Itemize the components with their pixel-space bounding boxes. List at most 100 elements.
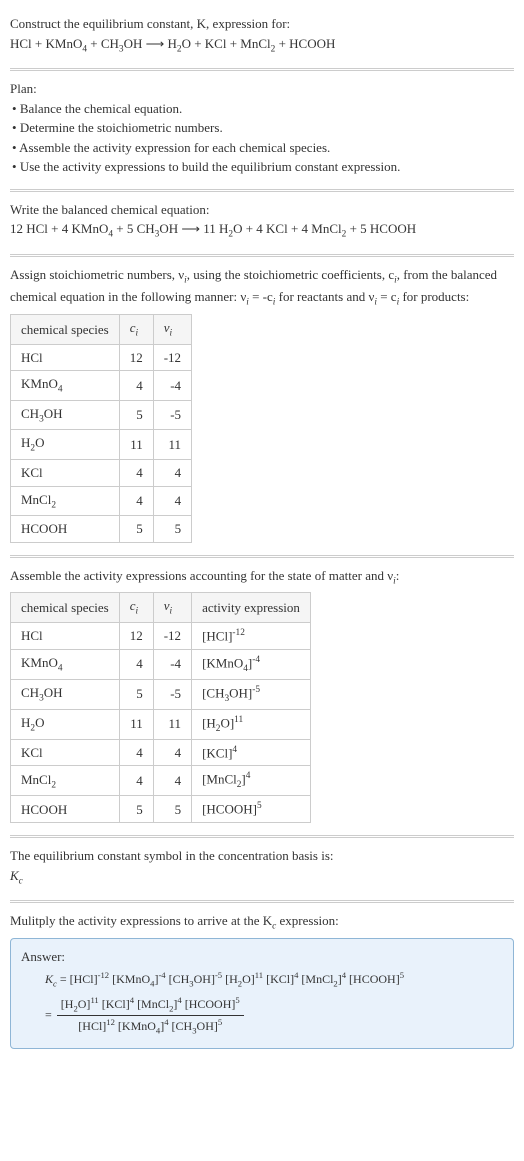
plan-section: Plan: Balance the chemical equation. Det… [10, 73, 514, 187]
vi-cell: -12 [153, 344, 191, 371]
table-header-row: chemical species ci νi activity expressi… [11, 593, 311, 623]
plan-title: Plan: [10, 79, 514, 99]
activity-table: chemical species ci νi activity expressi… [10, 592, 311, 823]
col-species: chemical species [11, 593, 120, 623]
multiply-section: Mulitply the activity expressions to arr… [10, 905, 514, 1059]
construct-line: Construct the equilibrium constant, K, e… [10, 14, 514, 34]
vi-cell: 4 [153, 460, 191, 487]
table-row: KMnO44-4[KMnO4]-4 [11, 649, 311, 679]
ci-cell: 12 [119, 344, 153, 371]
ci-cell: 4 [119, 486, 153, 516]
ci-cell: 4 [119, 766, 153, 796]
ci-cell: 4 [119, 649, 153, 679]
fraction-numerator: [H2O]11 [KCl]4 [MnCl2]4 [HCOOH]5 [57, 994, 244, 1015]
ci-cell: 5 [119, 400, 153, 430]
ci-cell: 12 [119, 622, 153, 649]
ci-cell: 4 [119, 371, 153, 401]
species-cell: HCOOH [11, 516, 120, 543]
species-cell: H2O [11, 709, 120, 739]
vi-cell: 4 [153, 739, 191, 766]
table-row: MnCl244[MnCl2]4 [11, 766, 311, 796]
table-row: H2O1111[H2O]11 [11, 709, 311, 739]
balanced-equation: 12 HCl + 4 KMnO4 + 5 CH3OH ⟶ 11 H2O + 4 … [10, 219, 514, 242]
table-row: CH3OH5-5 [11, 400, 192, 430]
vi-cell: 11 [153, 709, 191, 739]
species-cell: HCl [11, 344, 120, 371]
vi-cell: 5 [153, 796, 191, 823]
plan-item: Use the activity expressions to build th… [12, 157, 514, 177]
vi-cell: 11 [153, 430, 191, 460]
table-header-row: chemical species ci νi [11, 315, 192, 345]
assemble-text: Assemble the activity expressions accoun… [10, 566, 514, 589]
fraction: [H2O]11 [KCl]4 [MnCl2]4 [HCOOH]5 [HCl]12… [57, 994, 244, 1038]
fraction-denominator: [HCl]12 [KMnO4]4 [CH3OH]5 [57, 1015, 244, 1037]
species-cell: KMnO4 [11, 649, 120, 679]
header-equation: HCl + KMnO4 + CH3OH ⟶ H2O + KCl + MnCl2 … [10, 34, 514, 57]
species-cell: KCl [11, 739, 120, 766]
eqsymbol-text: The equilibrium constant symbol in the c… [10, 846, 514, 866]
col-ci: ci [119, 593, 153, 623]
divider [10, 835, 514, 838]
table-row: HCOOH55[HCOOH]5 [11, 796, 311, 823]
table-row: KMnO44-4 [11, 371, 192, 401]
answer-box: Answer: Kc = [HCl]-12 [KMnO4]-4 [CH3OH]-… [10, 938, 514, 1050]
balanced-section: Write the balanced chemical equation: 12… [10, 194, 514, 252]
multiply-text: Mulitply the activity expressions to arr… [10, 911, 514, 934]
balanced-title: Write the balanced chemical equation: [10, 200, 514, 220]
col-vi: νi [153, 593, 191, 623]
species-cell: HCl [11, 622, 120, 649]
col-vi: νi [153, 315, 191, 345]
assign-text: Assign stoichiometric numbers, νi, using… [10, 265, 514, 310]
vi-cell: -12 [153, 622, 191, 649]
species-cell: CH3OH [11, 400, 120, 430]
divider [10, 555, 514, 558]
activity-cell: [CH3OH]-5 [192, 679, 311, 709]
plan-item: Assemble the activity expression for eac… [12, 138, 514, 158]
vi-cell: -5 [153, 679, 191, 709]
table-row: HCOOH55 [11, 516, 192, 543]
vi-cell: -4 [153, 649, 191, 679]
table-row: H2O1111 [11, 430, 192, 460]
activity-cell: [KMnO4]-4 [192, 649, 311, 679]
eqsymbol-section: The equilibrium constant symbol in the c… [10, 840, 514, 898]
answer-label: Answer: [21, 947, 503, 967]
species-cell: KMnO4 [11, 371, 120, 401]
answer-line2: = [H2O]11 [KCl]4 [MnCl2]4 [HCOOH]5 [HCl]… [21, 994, 503, 1038]
vi-cell: 4 [153, 486, 191, 516]
plan-item: Determine the stoichiometric numbers. [12, 118, 514, 138]
table-row: HCl12-12 [11, 344, 192, 371]
col-species: chemical species [11, 315, 120, 345]
ci-cell: 11 [119, 709, 153, 739]
activity-cell: [KCl]4 [192, 739, 311, 766]
ci-cell: 4 [119, 739, 153, 766]
ci-cell: 4 [119, 460, 153, 487]
vi-cell: -5 [153, 400, 191, 430]
ci-cell: 11 [119, 430, 153, 460]
vi-cell: 5 [153, 516, 191, 543]
vi-cell: 4 [153, 766, 191, 796]
activity-cell: [H2O]11 [192, 709, 311, 739]
vi-cell: -4 [153, 371, 191, 401]
table-row: KCl44[KCl]4 [11, 739, 311, 766]
divider [10, 189, 514, 192]
answer-line1: Kc = [HCl]-12 [KMnO4]-4 [CH3OH]-5 [H2O]1… [21, 969, 503, 990]
assign-section: Assign stoichiometric numbers, νi, using… [10, 259, 514, 553]
stoich-table: chemical species ci νi HCl12-12KMnO44-4C… [10, 314, 192, 543]
species-cell: KCl [11, 460, 120, 487]
activity-cell: [MnCl2]4 [192, 766, 311, 796]
ci-cell: 5 [119, 796, 153, 823]
assemble-section: Assemble the activity expressions accoun… [10, 560, 514, 834]
ci-cell: 5 [119, 679, 153, 709]
table-row: KCl44 [11, 460, 192, 487]
species-cell: HCOOH [11, 796, 120, 823]
table-row: MnCl244 [11, 486, 192, 516]
species-cell: CH3OH [11, 679, 120, 709]
species-cell: H2O [11, 430, 120, 460]
species-cell: MnCl2 [11, 486, 120, 516]
plan-item: Balance the chemical equation. [12, 99, 514, 119]
divider [10, 254, 514, 257]
construct-prefix: Construct the equilibrium constant, K, e… [10, 16, 290, 31]
activity-cell: [HCl]-12 [192, 622, 311, 649]
table-row: CH3OH5-5[CH3OH]-5 [11, 679, 311, 709]
col-activity: activity expression [192, 593, 311, 623]
